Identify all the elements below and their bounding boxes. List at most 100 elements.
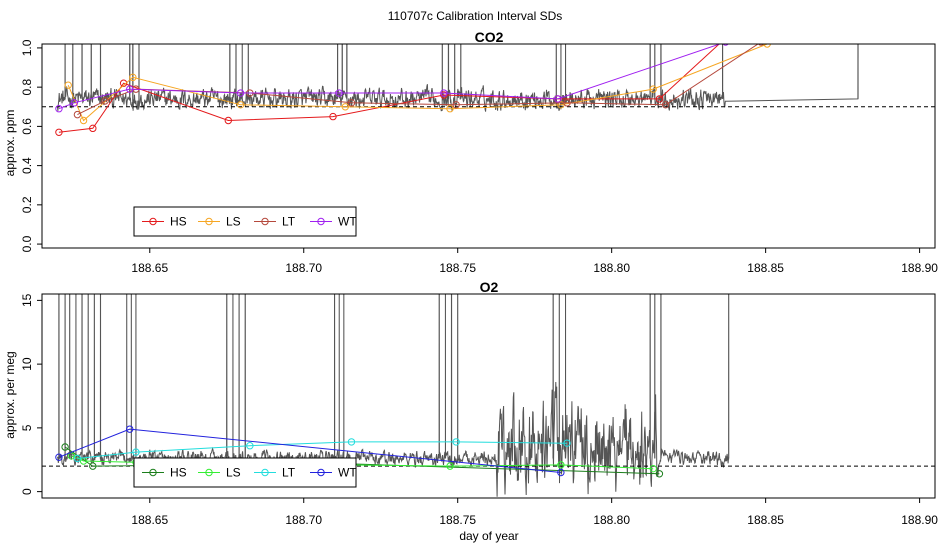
co2-point-wt-4 <box>335 89 343 97</box>
o2-point-lt-3 <box>347 438 356 446</box>
co2-xtick-label-1: 188.70 <box>285 261 322 275</box>
co2-point-ls-7 <box>649 85 657 93</box>
co2-point-wt-6 <box>554 95 562 103</box>
o2-xtick-label-0: 188.65 <box>131 513 168 527</box>
co2-y-axis-label: approx. ppm <box>3 110 17 177</box>
o2-point-lt-2 <box>246 442 254 450</box>
co2-point-hs-7 <box>655 95 664 103</box>
co2-ytick-label-5: 1.0 <box>20 39 34 56</box>
o2-legend-marker-lt <box>261 468 269 477</box>
co2-point-lt-4 <box>347 99 356 107</box>
co2-point-ls-8 <box>763 44 771 48</box>
o2-xtick-label-4: 188.85 <box>747 513 784 527</box>
co2-plot-area <box>42 35 935 136</box>
co2-legend-marker-ls <box>205 217 213 226</box>
o2-point-hs-3 <box>655 470 664 478</box>
co2-series-line-ls <box>67 44 768 122</box>
o2-point-hs-0 <box>61 443 69 451</box>
co2-legend: HS LS LT WT <box>133 206 357 237</box>
co2-point-ls-2 <box>129 73 137 82</box>
o2-ytick-label-1: 5 <box>20 424 34 431</box>
co2-xtick-label-5: 188.90 <box>901 261 938 275</box>
o2-point-ls-7 <box>649 464 657 473</box>
co2-point-hs-3 <box>224 116 232 125</box>
co2-point-ls-0 <box>64 81 72 89</box>
figure-title: 110707c Calibration Interval SDs <box>388 9 563 23</box>
o2-point-wt-1 <box>126 425 134 433</box>
co2-panel: CO2 approx. ppm 188.65 188.70 188.75 188.80… <box>3 29 938 275</box>
co2-panel-title: CO2 <box>475 29 504 45</box>
o2-point-wt-0 <box>55 453 63 461</box>
co2-point-wt-0 <box>55 105 63 113</box>
o2-y-axis-label: approx. per meg <box>3 351 17 438</box>
co2-point-hs-4 <box>329 112 337 121</box>
co2-ytick-label-0: 0.0 <box>20 235 34 252</box>
o2-point-ls-5 <box>446 462 454 470</box>
o2-legend-label-lt: LT <box>282 466 296 480</box>
co2-ytick-label-1: 0.2 <box>20 196 34 213</box>
co2-legend-marker-hs <box>149 217 157 226</box>
co2-series-line-wt <box>58 44 722 110</box>
co2-legend-label-hs: HS <box>170 215 187 229</box>
co2-point-hs-5 <box>440 91 448 99</box>
o2-point-lt-4 <box>452 438 460 446</box>
co2-point-wt-2 <box>126 85 134 93</box>
o2-legend-label-hs: HS <box>170 466 187 480</box>
co2-point-hs-0 <box>55 128 63 136</box>
co2-point-lt-5 <box>452 101 460 109</box>
o2-panel-title: O2 <box>480 279 499 295</box>
x-axis-label: day of year <box>459 529 518 543</box>
o2-series-line-lt <box>77 441 568 459</box>
co2-legend-label-lt: LT <box>282 215 296 229</box>
co2-point-ls-4 <box>341 103 350 111</box>
o2-xtick-label-2: 188.75 <box>439 513 476 527</box>
co2-point-lt-1 <box>101 97 109 105</box>
co2-xtick-label-4: 188.85 <box>747 261 784 275</box>
co2-ytick-label-4: 0.8 <box>20 78 34 95</box>
co2-point-lt-8 <box>757 44 765 46</box>
co2-point-lt-7 <box>661 101 670 109</box>
o2-legend: HS LS LT WT <box>133 457 357 488</box>
co2-xtick-label-3: 188.80 <box>593 261 630 275</box>
o2-point-lt-1 <box>132 448 140 456</box>
o2-legend-label-wt: WT <box>338 466 357 480</box>
co2-xtick-label-0: 188.65 <box>131 261 168 275</box>
co2-point-wt-7 <box>722 44 729 46</box>
o2-trace <box>56 294 730 497</box>
o2-ytick-label-3: 15 <box>20 293 34 307</box>
co2-legend-label-ls: LS <box>226 215 241 229</box>
o2-point-hs-1 <box>89 462 97 470</box>
co2-legend-marker-wt <box>317 217 325 226</box>
o2-point-lt-5 <box>563 439 571 447</box>
co2-point-ls-1 <box>79 116 88 125</box>
co2-series-line-lt <box>77 44 759 116</box>
o2-panel: O2 approx. per meg 188.65 188.70 188.75 188… <box>3 279 938 527</box>
co2-point-ls-3 <box>236 101 245 109</box>
co2-point-ls-5 <box>446 105 454 113</box>
o2-point-wt-2 <box>557 468 565 477</box>
co2-point-lt-6 <box>563 99 571 107</box>
o2-point-ls-6 <box>557 461 565 469</box>
o2-xtick-label-3: 188.80 <box>593 513 630 527</box>
co2-point-wt-3 <box>236 89 245 97</box>
o2-series-line-wt <box>58 428 561 473</box>
o2-legend-label-ls: LS <box>226 466 241 480</box>
o2-plot-frame <box>41 293 936 499</box>
co2-legend-marker-lt <box>261 217 269 226</box>
o2-xtick-label-5: 188.90 <box>901 513 938 527</box>
o2-legend-marker-hs <box>149 468 157 477</box>
co2-point-wt-5 <box>440 89 448 97</box>
co2-point-hs-1 <box>89 124 97 133</box>
co2-ytick-label-3: 0.6 <box>20 118 34 135</box>
co2-ytick-label-2: 0.4 <box>20 157 34 174</box>
o2-xtick-label-1: 188.70 <box>285 513 322 527</box>
o2-legend-marker-wt <box>317 468 325 477</box>
o2-ytick-label-2: 10 <box>20 357 34 371</box>
co2-point-lt-0 <box>73 110 82 119</box>
co2-plot-frame <box>41 43 936 249</box>
o2-ytick-label-0: 0 <box>20 488 34 495</box>
co2-series-line-hs <box>58 44 720 133</box>
co2-point-hs-8 <box>722 35 728 41</box>
co2-legend-label-wt: WT <box>338 215 357 229</box>
